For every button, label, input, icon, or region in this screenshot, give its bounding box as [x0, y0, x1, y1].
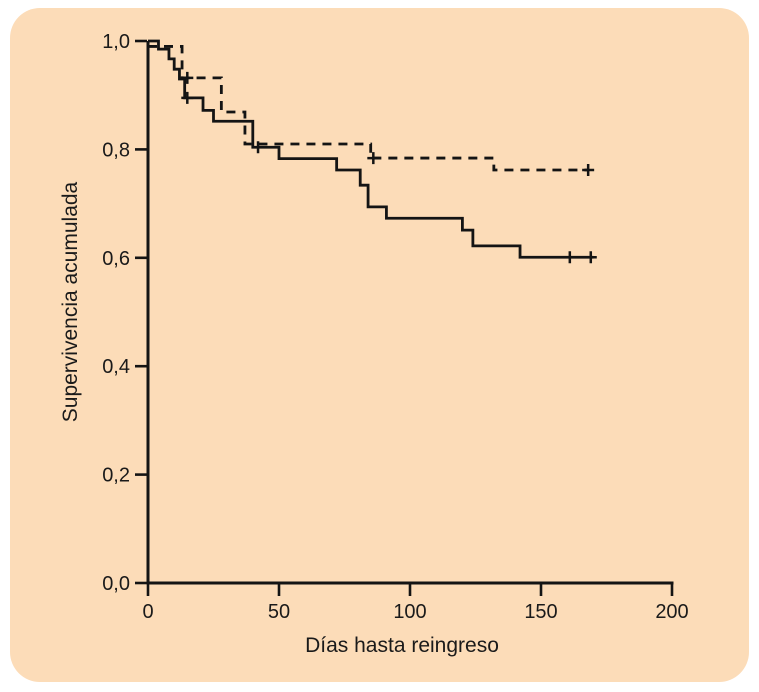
- y-tick-label: 0,2: [102, 465, 130, 487]
- axes-lines: [146, 41, 674, 585]
- series-solid-censors: [181, 91, 597, 264]
- series-solid: [148, 39, 597, 264]
- series-dashed: [148, 45, 595, 176]
- y-tick-label: 0,0: [102, 573, 130, 595]
- x-axis-title: Días hasta reingreso: [305, 634, 499, 657]
- y-tick-labels: 0,0 0,2 0,4 0,6 0,8 1,0: [102, 31, 130, 595]
- x-tick-labels: 0 50 100 150 200: [142, 601, 688, 623]
- x-tick-label: 200: [655, 601, 688, 623]
- x-ticks: [146, 584, 674, 596]
- x-tick-label: 0: [142, 601, 153, 623]
- x-tick-label: 100: [393, 601, 426, 623]
- y-tick-label: 0,4: [102, 356, 130, 378]
- figure-card: [10, 8, 749, 682]
- series-solid-path: [148, 39, 594, 259]
- y-axis-title: Supervivencia acumulada: [59, 181, 82, 422]
- series-dashed-censors: [181, 71, 595, 176]
- y-tick-label: 0,8: [102, 139, 130, 161]
- series-dashed-path: [148, 45, 589, 172]
- x-tick-label: 150: [524, 601, 557, 623]
- y-ticks: [135, 39, 147, 585]
- y-tick-label: 0,6: [102, 248, 130, 270]
- y-tick-label: 1,0: [102, 31, 130, 53]
- x-tick-label: 50: [268, 601, 290, 623]
